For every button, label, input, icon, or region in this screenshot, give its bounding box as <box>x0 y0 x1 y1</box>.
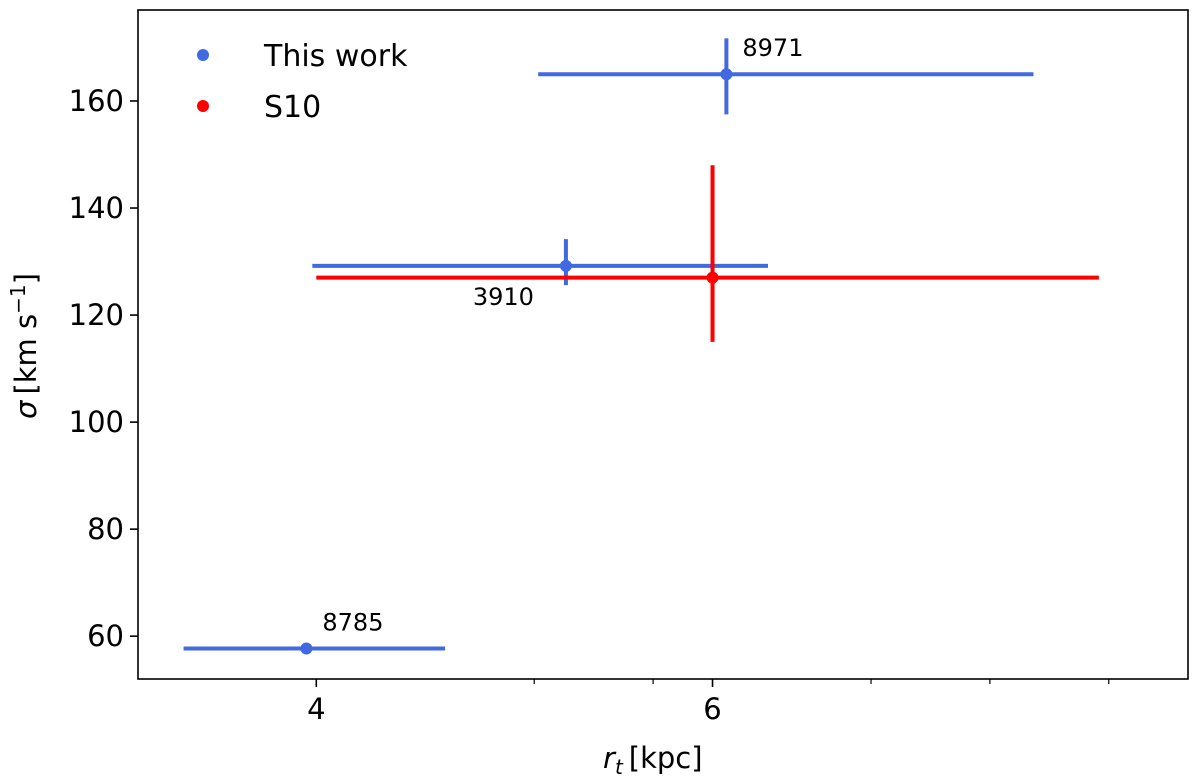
point-1-0 <box>316 165 1099 342</box>
x-axis-unit: [kpc] <box>629 741 703 775</box>
legend: This work S10 <box>197 39 408 125</box>
legend-marker-this-work <box>197 49 209 61</box>
x-tick-label: 4 <box>307 692 325 726</box>
data-point <box>720 68 733 81</box>
y-tick-label: 160 <box>69 84 124 118</box>
x-axis-subscript: t <box>615 755 624 778</box>
legend-label-s10: S10 <box>264 90 321 125</box>
plot-area: 8785 3910 8971 <box>183 34 1099 655</box>
x-tick-label: 6 <box>703 692 721 726</box>
point-0-2: 8971 <box>538 34 1034 115</box>
x-axis-symbol: r <box>603 741 617 775</box>
point-0-0: 8785 <box>183 608 446 655</box>
svg-text:rt[kpc]: rt [kpc] <box>603 741 703 778</box>
svg-text:σ[km s−1]: σ [km s−1] <box>6 273 43 419</box>
y-axis-exponent: −1 <box>6 284 30 313</box>
y-tick-label: 80 <box>87 512 124 546</box>
y-axis-close: ] <box>9 273 43 284</box>
y-axis-label: σ [km s−1] <box>6 273 43 419</box>
data-point <box>706 271 719 284</box>
point-annotation: 3910 <box>473 283 534 311</box>
y-tick-label: 100 <box>69 405 124 439</box>
plot-frame <box>137 9 1189 680</box>
data-point <box>300 642 313 655</box>
x-axis-label: rt [kpc] <box>603 741 703 778</box>
data-point <box>559 259 572 272</box>
point-annotation: 8785 <box>322 608 383 636</box>
legend-label-this-work: This work <box>263 39 408 74</box>
y-tick-label: 60 <box>87 619 124 653</box>
axes: 60 80 100 120 140 160 4 6 <box>69 9 1189 726</box>
point-annotation: 8971 <box>742 34 803 62</box>
y-axis-unit: [km s <box>9 314 43 395</box>
y-axis-symbol: σ <box>9 399 43 419</box>
legend-marker-s10 <box>197 100 209 112</box>
y-tick-label: 140 <box>69 191 124 225</box>
y-tick-label: 120 <box>69 298 124 332</box>
point-0-1: 3910 <box>312 239 768 311</box>
